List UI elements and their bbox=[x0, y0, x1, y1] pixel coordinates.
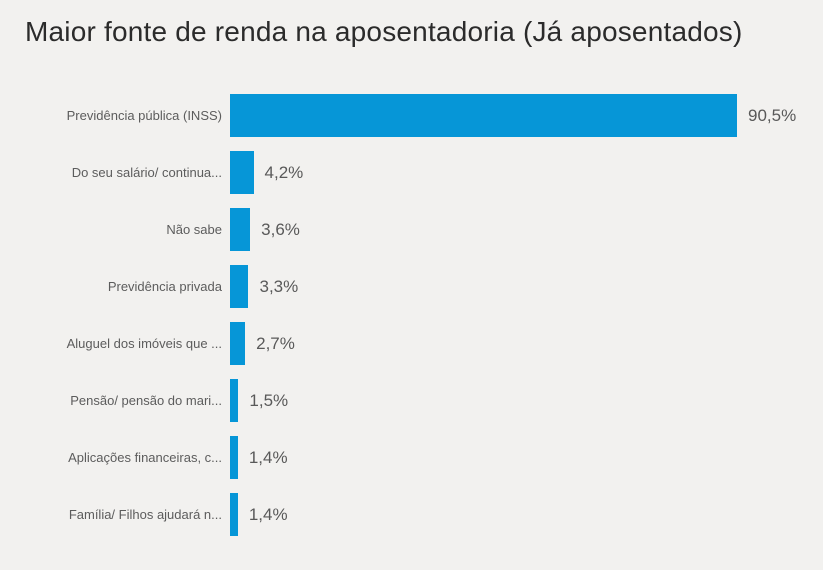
chart-title: Maior fonte de renda na aposentadoria (J… bbox=[25, 16, 743, 47]
category-label: Do seu salário/ continua... bbox=[71, 165, 222, 180]
category-label: Aplicações financeiras, c... bbox=[68, 450, 222, 465]
bar-row: Pensão/ pensão do mari... 1,5% bbox=[0, 372, 823, 429]
category-label: Família/ Filhos ajudará n... bbox=[68, 507, 222, 522]
value-label: 4,2% bbox=[264, 162, 304, 182]
value-label: 1,4% bbox=[248, 447, 288, 467]
category-label: Não sabe bbox=[166, 222, 222, 237]
bar[interactable] bbox=[230, 379, 239, 422]
value-label: 2,7% bbox=[256, 333, 295, 353]
value-label: 1,4% bbox=[248, 504, 288, 524]
bar-row: Não sabe 3,6% bbox=[0, 201, 823, 258]
bar[interactable] bbox=[230, 265, 249, 308]
bar[interactable] bbox=[230, 493, 238, 536]
category-label: Aluguel dos imóveis que ... bbox=[66, 336, 222, 351]
bar[interactable] bbox=[230, 151, 254, 194]
bar[interactable] bbox=[230, 208, 251, 251]
bar[interactable] bbox=[230, 436, 238, 479]
value-label: 3,3% bbox=[259, 276, 299, 296]
bar-row: Previdência pública (INSS) 90,5% bbox=[0, 87, 823, 144]
bar-row: Previdência privada 3,3% bbox=[0, 258, 823, 315]
bar-row: Família/ Filhos ajudará n... 1,4% bbox=[0, 486, 823, 543]
value-label: 90,5% bbox=[748, 105, 797, 125]
bar-row: Do seu salário/ continua... 4,2% bbox=[0, 144, 823, 201]
category-label: Pensão/ pensão do mari... bbox=[70, 393, 222, 408]
value-label: 3,6% bbox=[261, 219, 300, 239]
bar[interactable] bbox=[230, 94, 737, 137]
category-label: Previdência pública (INSS) bbox=[66, 108, 222, 123]
bar-row: Aluguel dos imóveis que ... 2,7% bbox=[0, 315, 823, 372]
bar-row: Aplicações financeiras, c... 1,4% bbox=[0, 429, 823, 486]
category-label: Previdência privada bbox=[107, 279, 222, 294]
value-label: 1,5% bbox=[249, 390, 289, 410]
bar[interactable] bbox=[230, 322, 246, 365]
chart-plot-area: Previdência pública (INSS) 90,5% Do seu sa… bbox=[0, 87, 823, 543]
